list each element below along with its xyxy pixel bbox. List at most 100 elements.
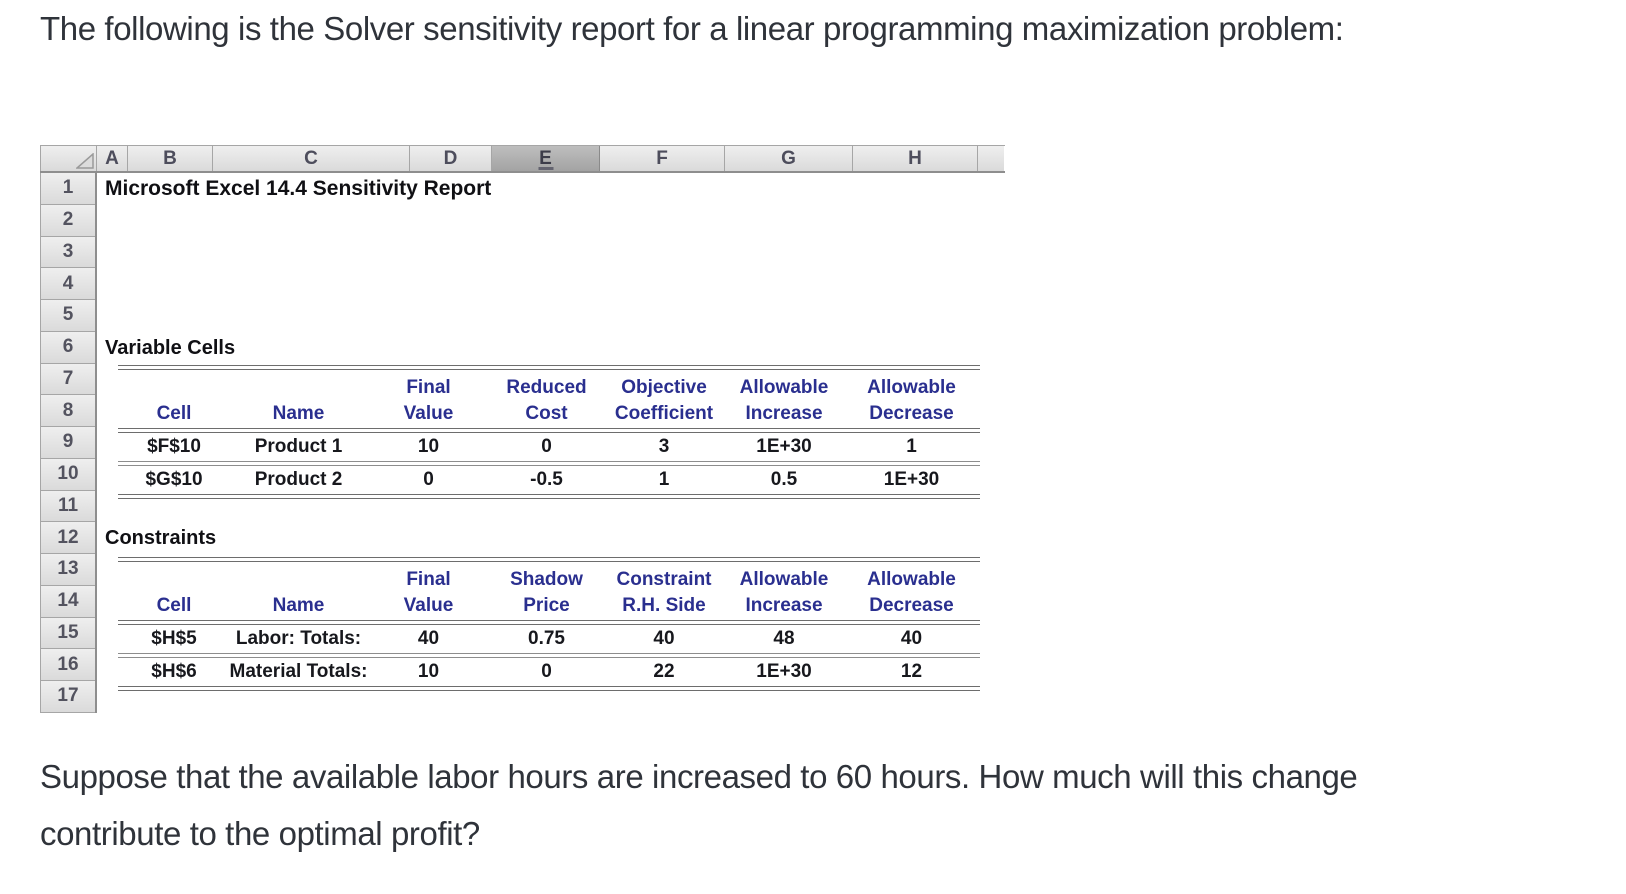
column-header-g: G <box>725 146 853 171</box>
column-header-a: A <box>97 146 128 171</box>
vc-header-reduced: Reduced <box>506 377 587 398</box>
row-header-12: 12 <box>40 522 95 554</box>
column-header-b: B <box>128 146 213 171</box>
final-value: 10 <box>417 661 440 682</box>
row-header-15: 15 <box>40 617 95 650</box>
row-header-10: 10 <box>40 458 95 491</box>
vc-header-allowable-1: Allowable <box>739 377 829 398</box>
cell-name: Product 2 <box>254 469 343 490</box>
select-all-triangle-icon <box>76 153 94 169</box>
column-header-f: F <box>600 146 725 171</box>
rhs-value: 22 <box>653 661 675 682</box>
sheet-content-area: Microsoft Excel 14.4 Sensitivity Report … <box>97 173 1005 713</box>
constraints-section-label: Constraints <box>105 527 217 549</box>
row-header-13: 13 <box>40 554 95 586</box>
vc-header-value: Value <box>403 403 454 424</box>
objective-coefficient: 3 <box>658 436 670 457</box>
allowable-increase: 1E+30 <box>756 436 812 457</box>
column-header-partial <box>978 146 1004 171</box>
vc-header-cost: Cost <box>525 403 568 424</box>
variable-cells-row-product-1: $F$10 Product 1 10 0 3 1E+30 1 <box>118 433 980 461</box>
column-header-h: H <box>853 146 978 171</box>
con-header-increase: Increase <box>745 595 823 616</box>
table-rule <box>118 365 980 370</box>
constraints-header-row-1: Final Shadow Constraint Allowable Allowa… <box>118 562 980 592</box>
header-spacer <box>118 370 230 400</box>
vc-header-objective: Objective <box>621 377 707 398</box>
table-rule <box>118 461 980 466</box>
con-header-price: Price <box>523 595 570 616</box>
row-header-3: 3 <box>40 236 95 269</box>
variable-cells-header-row-1: Final Reduced Objective Allowable Allowa… <box>118 370 980 400</box>
allowable-decrease: 12 <box>900 661 923 682</box>
rhs-value: 40 <box>653 628 675 649</box>
column-header-row: A B C D E F G H <box>40 145 1005 173</box>
allowable-decrease: 1E+30 <box>883 469 940 490</box>
con-header-decrease: Decrease <box>869 595 954 616</box>
cell-ref: $H$5 <box>151 628 197 649</box>
objective-coefficient: 1 <box>658 469 670 490</box>
final-value: 10 <box>417 436 440 457</box>
table-rule <box>118 653 980 658</box>
sheet-body: 1 2 3 4 5 6 7 8 9 10 11 12 13 14 15 16 1… <box>40 173 1005 713</box>
cell-ref: $H$6 <box>151 661 197 682</box>
row-header-11: 11 <box>40 490 95 523</box>
header-spacer <box>118 562 230 592</box>
question-followup: Suppose that the available labor hours a… <box>40 758 1358 852</box>
allowable-decrease: 1 <box>906 436 917 457</box>
con-header-allowable-1: Allowable <box>739 569 829 590</box>
excel-sensitivity-report-screenshot: A B C D E F G H 1 2 3 4 5 6 7 8 9 10 11 <box>40 145 1005 713</box>
row-header-4: 4 <box>40 268 95 300</box>
cell-ref: $F$10 <box>147 436 201 457</box>
row-header-16: 16 <box>40 649 95 681</box>
reduced-cost: -0.5 <box>530 469 563 490</box>
con-header-value: Value <box>403 595 454 616</box>
con-header-shadow: Shadow <box>510 569 583 590</box>
vc-header-decrease: Decrease <box>869 403 954 424</box>
con-header-cell: Cell <box>156 595 192 616</box>
allowable-decrease: 40 <box>900 628 923 649</box>
cell-ref: $G$10 <box>145 469 203 490</box>
final-value: 0 <box>423 469 434 490</box>
con-header-allowable-2: Allowable <box>867 569 956 590</box>
vc-header-final: Final <box>406 377 451 398</box>
variable-cells-section-label: Variable Cells <box>105 337 236 359</box>
final-value: 40 <box>417 628 440 649</box>
table-rule <box>118 686 980 691</box>
constraints-row-material: $H$6 Material Totals: 10 0 22 1E+30 12 <box>118 658 980 686</box>
cell-name: Product 1 <box>254 436 343 457</box>
table-rule <box>118 557 980 562</box>
question-intro: The following is the Solver sensitivity … <box>40 10 1344 47</box>
row-header-6: 6 <box>40 331 95 364</box>
header-spacer <box>230 370 367 400</box>
table-rule <box>118 428 980 433</box>
variable-cells-row-product-2: $G$10 Product 2 0 -0.5 1 0.5 1E+30 <box>118 466 980 494</box>
table-rule <box>118 494 980 499</box>
con-header-name: Name <box>272 595 325 616</box>
column-header-c: C <box>213 146 410 171</box>
constraints-row-labor: $H$5 Labor: Totals: 40 0.75 40 48 40 <box>118 625 980 653</box>
table-rule <box>118 620 980 625</box>
row-header-7: 7 <box>40 363 95 396</box>
row-header-17: 17 <box>40 681 95 713</box>
column-header-d: D <box>410 146 492 171</box>
row-header-1: 1 <box>40 173 95 205</box>
column-header-e-selected: E <box>492 146 600 171</box>
allowable-increase: 0.5 <box>770 469 798 490</box>
con-header-constraint: Constraint <box>616 569 712 590</box>
shadow-price: 0 <box>541 661 552 682</box>
header-spacer <box>230 562 367 592</box>
row-header-2: 2 <box>40 204 95 237</box>
variable-cells-header-row-2: Cell Name Value Cost Coefficient Increas… <box>118 400 980 428</box>
con-header-rhs: R.H. Side <box>622 595 706 616</box>
vc-header-increase: Increase <box>745 403 823 424</box>
report-title: Microsoft Excel 14.4 Sensitivity Report <box>105 177 492 200</box>
select-all-corner <box>40 146 97 171</box>
vc-header-cell: Cell <box>156 403 192 424</box>
cell-name: Labor: Totals: <box>235 628 362 649</box>
vc-header-coefficient: Coefficient <box>614 403 714 424</box>
reduced-cost: 0 <box>541 436 552 457</box>
variable-cells-table: Final Reduced Objective Allowable Allowa… <box>118 365 980 499</box>
row-header-9: 9 <box>40 427 95 459</box>
